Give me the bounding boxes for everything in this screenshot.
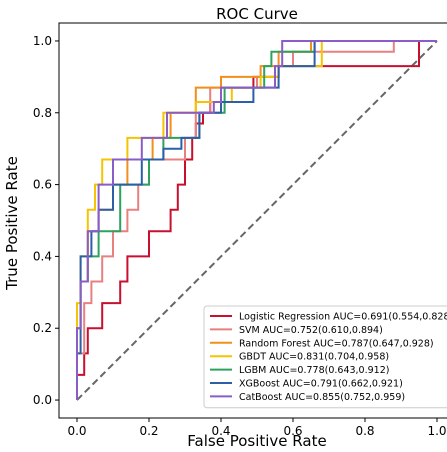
- x-tick-label: 0.4: [211, 424, 230, 438]
- plot-frame: [58, 22, 447, 419]
- chart-title: ROC Curve: [216, 5, 298, 23]
- legend-entry-label: CatBoost AUC=0.855(0.752,0.959): [239, 392, 405, 403]
- roc-line-catboost: [76, 40, 437, 400]
- legend-entry-label: SVM AUC=0.752(0.610,0.894): [239, 325, 383, 336]
- x-tick-label: 0.2: [139, 424, 158, 438]
- y-tick-label: 0.2: [33, 321, 52, 335]
- legend-entry-label: Logistic Regression AUC=0.691(0.554,0.82…: [239, 312, 447, 323]
- y-tick-label: 0.4: [33, 249, 52, 263]
- legend-entry-label: XGBoost AUC=0.791(0.662,0.921): [239, 379, 403, 390]
- legend: Logistic Regression AUC=0.691(0.554,0.82…: [203, 305, 447, 409]
- legend-entry-label: Random Forest AUC=0.787(0.647,0.928): [239, 338, 434, 349]
- legend-entry-label: LGBM AUC=0.778(0.643,0.912): [239, 365, 389, 376]
- y-tick-label: 0.8: [33, 106, 52, 120]
- y-tick-label: 1.0: [33, 34, 52, 48]
- x-tick-label: 0.8: [355, 424, 374, 438]
- y-tick-label: 0.6: [33, 178, 52, 192]
- x-tick-label: 1.0: [427, 424, 446, 438]
- y-axis-label: True Positive Rate: [3, 156, 21, 291]
- plot-area: [76, 40, 438, 401]
- y-tick-label: 0.0: [33, 393, 52, 407]
- reference-diagonal-line: [76, 40, 438, 401]
- legend-entry-label: GBDT AUC=0.831(0.704,0.958): [239, 352, 389, 363]
- axis-ticks: 0.0 0.0 0.2 0.2 0.4 0.4 0.6 0.6 0.8 0.8 1.0 1.0: [33, 34, 447, 438]
- x-tick-label: 0.0: [67, 424, 86, 438]
- x-axis-label: False Positive Rate: [187, 432, 326, 450]
- x-tick-label: 0.6: [283, 424, 302, 438]
- legend-box: [203, 305, 447, 409]
